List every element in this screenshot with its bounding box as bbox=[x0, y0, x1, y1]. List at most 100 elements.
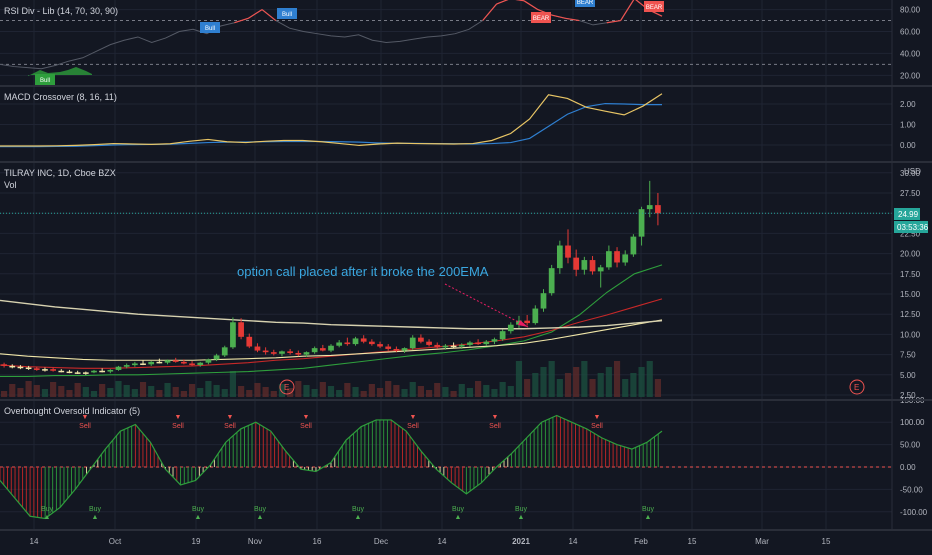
grid bbox=[0, 0, 892, 530]
candle-body bbox=[458, 344, 465, 347]
macd-pane-title[interactable]: MACD Crossover (8, 16, 11) bbox=[4, 92, 117, 102]
candle-body bbox=[58, 370, 65, 373]
volume-bar bbox=[417, 386, 424, 397]
macd-axis-tick-label: 0.00 bbox=[900, 141, 916, 150]
price-axis-tick-label: 7.50 bbox=[900, 351, 916, 360]
candle-body bbox=[197, 362, 204, 366]
candle-body bbox=[475, 342, 481, 345]
buy-signal-arrow: ▲ bbox=[355, 514, 362, 521]
volume-bar bbox=[630, 373, 637, 397]
candle-body bbox=[74, 372, 81, 374]
buy-signal-arrow: ▲ bbox=[645, 514, 652, 521]
annotation-arrowhead bbox=[518, 320, 528, 327]
candle-body bbox=[393, 348, 400, 351]
buy-signal-label: Buy bbox=[41, 506, 54, 513]
sell-signal-arrow: ▼ bbox=[303, 414, 310, 421]
volume-bar bbox=[597, 373, 604, 397]
last-price-value: 24.99 bbox=[898, 210, 919, 219]
rsi-overbought-segment bbox=[565, 17, 580, 22]
volume-bar bbox=[515, 361, 523, 397]
volume-bar bbox=[475, 381, 482, 397]
osc-pane-title[interactable]: Overbought Oversold Indicator (5) bbox=[4, 406, 140, 416]
candle-body bbox=[418, 337, 424, 342]
candle-body bbox=[213, 355, 220, 360]
x-axis-tick-label: 15 bbox=[688, 537, 697, 546]
moving-average-line bbox=[0, 319, 663, 361]
volume-bar bbox=[172, 387, 179, 397]
volume-bar bbox=[107, 388, 114, 397]
volume-bar bbox=[581, 361, 588, 397]
price-axis-tick-label: 15.00 bbox=[900, 290, 921, 299]
volume-bar bbox=[507, 386, 514, 397]
rsi-pane-title[interactable]: RSI Div - Lib (14, 70, 30, 90) bbox=[4, 6, 118, 16]
candle-body bbox=[483, 341, 490, 345]
macd-line bbox=[0, 93, 663, 147]
sell-signal-label: Sell bbox=[224, 423, 236, 430]
candle-body bbox=[401, 348, 408, 351]
candle-body bbox=[205, 359, 212, 363]
volume-bar bbox=[295, 381, 302, 397]
sell-signal-arrow: ▼ bbox=[175, 414, 182, 421]
buy-signal-label: Buy bbox=[89, 506, 102, 513]
volume-bar bbox=[41, 389, 49, 397]
volume-bar bbox=[9, 384, 16, 397]
sell-signal-arrow: ▼ bbox=[594, 414, 601, 421]
candle-body bbox=[221, 347, 228, 356]
last-price-tag: 24.99 bbox=[894, 208, 920, 220]
candle-body bbox=[1, 364, 7, 366]
candle-body bbox=[622, 254, 629, 263]
price-axis-tick-label: 22.50 bbox=[900, 229, 921, 238]
candle-body bbox=[123, 365, 130, 367]
volume-bar bbox=[115, 381, 122, 397]
volume-bar bbox=[58, 386, 65, 397]
rsi-divergence-marker bbox=[200, 22, 220, 33]
buy-signal-label: Buy bbox=[352, 506, 365, 513]
rsi-overbought-segment bbox=[496, 0, 509, 5]
candle-body bbox=[360, 338, 367, 342]
volume-bar bbox=[442, 387, 449, 397]
candle-body bbox=[172, 360, 179, 362]
candle-body bbox=[646, 205, 653, 210]
rsi-overbought-segment bbox=[247, 9, 263, 19]
x-axis-tick-label: 14 bbox=[438, 537, 447, 546]
price-axis-tick-label: 2.50 bbox=[900, 391, 916, 400]
rsi-axis-tick-label: 80.00 bbox=[900, 6, 921, 15]
rsi-axis-tick-label: 60.00 bbox=[900, 27, 921, 36]
earnings-marker[interactable]: E bbox=[849, 379, 865, 395]
rsi-divergence-marker bbox=[575, 0, 595, 7]
panes: 14 Oct 19 Nov 16 Dec 14 2021 14 Feb 15 Mar 15 80.00 60… bbox=[0, 0, 928, 546]
x-axis-tick-label: 19 bbox=[192, 537, 201, 546]
volume-bar bbox=[409, 382, 416, 397]
osc-axis-tick-label: -50.00 bbox=[900, 485, 923, 494]
volume-bar bbox=[278, 384, 286, 397]
candle-body bbox=[655, 205, 661, 214]
volume-bar bbox=[90, 391, 98, 397]
volume-bar bbox=[123, 385, 130, 397]
rsi-divergence-marker bbox=[277, 8, 297, 19]
volume-bar bbox=[270, 391, 277, 397]
volume-bar bbox=[197, 388, 204, 397]
volume-bar bbox=[556, 379, 563, 397]
price-pane-title[interactable]: TILRAY INC, 1D, Cboe BZX bbox=[4, 168, 116, 178]
rsi-overbought-segment bbox=[234, 17, 249, 24]
volume-bar bbox=[613, 361, 621, 397]
volume-bar bbox=[605, 367, 612, 397]
rsi-axis-tick-label: 40.00 bbox=[900, 49, 921, 58]
rsi-divergence-label: Bull bbox=[40, 78, 50, 84]
candle-body bbox=[246, 336, 253, 347]
candle-body bbox=[91, 370, 97, 373]
volume-bar bbox=[434, 383, 441, 397]
volume-bar bbox=[311, 389, 318, 397]
rsi-axis-tick-label: 20.00 bbox=[900, 71, 921, 80]
sell-signal-label: Sell bbox=[407, 423, 419, 430]
price-axis-tick-label: 5.00 bbox=[900, 371, 916, 380]
candle-body bbox=[66, 371, 73, 374]
volume-bar bbox=[205, 381, 212, 397]
candle-body bbox=[82, 372, 89, 374]
earnings-marker[interactable]: E bbox=[279, 379, 295, 395]
volume-bar bbox=[336, 390, 343, 397]
volume-label[interactable]: Vol bbox=[4, 180, 17, 190]
osc-axis-tick-label: 100.00 bbox=[900, 418, 925, 427]
